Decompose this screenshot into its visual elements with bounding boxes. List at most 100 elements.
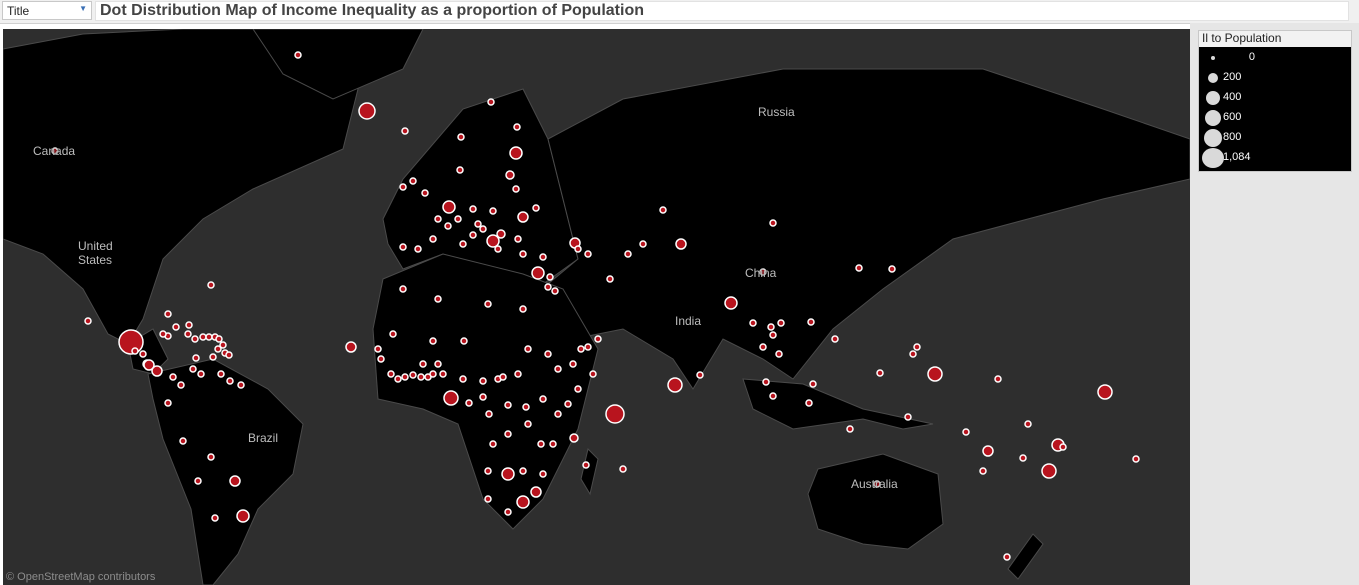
map-dot[interactable] xyxy=(539,470,547,478)
map-dot[interactable] xyxy=(434,360,442,368)
map-dot[interactable] xyxy=(177,381,185,389)
map-dot[interactable] xyxy=(194,477,202,485)
map-dot[interactable] xyxy=(489,440,497,448)
map-dot[interactable] xyxy=(479,225,487,233)
map-dot[interactable] xyxy=(530,486,542,498)
map-dot[interactable] xyxy=(417,373,425,381)
map-dot[interactable] xyxy=(460,337,468,345)
map-dot[interactable] xyxy=(484,495,492,503)
map-dot[interactable] xyxy=(377,355,385,363)
map-dot[interactable] xyxy=(549,440,557,448)
map-dot[interactable] xyxy=(594,335,602,343)
map-dot[interactable] xyxy=(487,98,495,106)
map-dot[interactable] xyxy=(215,335,223,343)
map-dot[interactable] xyxy=(519,467,527,475)
map-dot[interactable] xyxy=(192,354,200,362)
map-dot[interactable] xyxy=(429,337,437,345)
map-dot[interactable] xyxy=(211,514,219,522)
map-dot[interactable] xyxy=(769,219,777,227)
map-dot[interactable] xyxy=(554,365,562,373)
map-dot[interactable] xyxy=(172,323,180,331)
map-dot[interactable] xyxy=(759,343,767,351)
map-dot[interactable] xyxy=(394,375,402,383)
map-dot[interactable] xyxy=(1097,384,1113,400)
map-dot[interactable] xyxy=(399,243,407,251)
map-dot[interactable] xyxy=(139,350,147,358)
map-dot[interactable] xyxy=(606,275,614,283)
map-dot[interactable] xyxy=(539,395,547,403)
map-dot[interactable] xyxy=(513,123,521,131)
map-dot[interactable] xyxy=(979,467,987,475)
map-dot[interactable] xyxy=(909,350,917,358)
map-dot[interactable] xyxy=(209,353,217,361)
map-dot[interactable] xyxy=(345,341,357,353)
map-dot[interactable] xyxy=(574,245,582,253)
map-dot[interactable] xyxy=(159,330,167,338)
map-dot[interactable] xyxy=(389,330,397,338)
map-dot[interactable] xyxy=(524,345,532,353)
map-dot[interactable] xyxy=(554,410,562,418)
map-dot[interactable] xyxy=(855,264,863,272)
map-dot[interactable] xyxy=(485,410,493,418)
map-dot[interactable] xyxy=(519,250,527,258)
map-dot[interactable] xyxy=(1132,455,1140,463)
map-dot[interactable] xyxy=(434,215,442,223)
map-dot[interactable] xyxy=(469,231,477,239)
map-dot[interactable] xyxy=(465,399,473,407)
map-dot[interactable] xyxy=(546,273,554,281)
map-dot[interactable] xyxy=(574,385,582,393)
map-dot[interactable] xyxy=(504,430,512,438)
map-dot[interactable] xyxy=(569,360,577,368)
map-dot[interactable] xyxy=(131,347,139,355)
map-dot[interactable] xyxy=(434,295,442,303)
map-dot[interactable] xyxy=(429,235,437,243)
map-dot[interactable] xyxy=(767,323,775,331)
map-dot[interactable] xyxy=(457,133,465,141)
map-dot[interactable] xyxy=(179,437,187,445)
map-dot[interactable] xyxy=(219,341,227,349)
map-dot[interactable] xyxy=(443,390,459,406)
map-dot[interactable] xyxy=(143,359,155,371)
map-dot[interactable] xyxy=(522,403,530,411)
map-dot[interactable] xyxy=(409,177,417,185)
map-dot[interactable] xyxy=(1041,463,1057,479)
map-dot[interactable] xyxy=(624,250,632,258)
map-dot[interactable] xyxy=(494,245,502,253)
map-dot[interactable] xyxy=(191,335,199,343)
map-dot[interactable] xyxy=(509,146,523,160)
map-dot[interactable] xyxy=(454,215,462,223)
map-dot[interactable] xyxy=(769,392,777,400)
map-dot[interactable] xyxy=(444,222,452,230)
map-dot[interactable] xyxy=(873,480,881,488)
map-dot[interactable] xyxy=(1003,553,1011,561)
map-dot[interactable] xyxy=(544,283,552,291)
map-dot[interactable] xyxy=(537,440,545,448)
map-dot[interactable] xyxy=(927,366,943,382)
map-dot[interactable] xyxy=(524,420,532,428)
map-dot[interactable] xyxy=(501,467,515,481)
map-dot[interactable] xyxy=(419,360,427,368)
map-dot[interactable] xyxy=(479,393,487,401)
map-dot[interactable] xyxy=(519,305,527,313)
map-dot[interactable] xyxy=(439,370,447,378)
map-dot[interactable] xyxy=(913,343,921,351)
map-dot[interactable] xyxy=(514,370,522,378)
map-dot[interactable] xyxy=(237,381,245,389)
map-dot[interactable] xyxy=(486,234,500,248)
map-dot[interactable] xyxy=(569,433,579,443)
map-dot[interactable] xyxy=(205,333,213,341)
map-dot[interactable] xyxy=(226,377,234,385)
map-dot[interactable] xyxy=(1024,420,1032,428)
map-dot[interactable] xyxy=(399,183,407,191)
map-dot[interactable] xyxy=(184,330,192,338)
map-dot[interactable] xyxy=(217,370,225,378)
map-dot[interactable] xyxy=(474,220,482,228)
map-dot[interactable] xyxy=(459,240,467,248)
map-dot[interactable] xyxy=(496,229,506,239)
map-dot[interactable] xyxy=(777,319,785,327)
map-dot[interactable] xyxy=(374,345,382,353)
map-dot[interactable] xyxy=(846,425,854,433)
map-dot[interactable] xyxy=(479,377,487,385)
map-dot[interactable] xyxy=(484,467,492,475)
map-dot[interactable] xyxy=(667,377,683,393)
